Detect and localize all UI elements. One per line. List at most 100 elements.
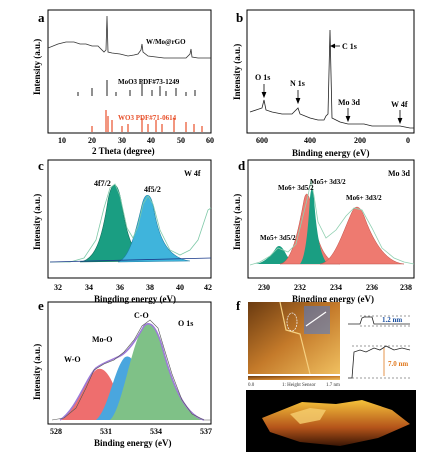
- afm-inset: [304, 306, 330, 334]
- panel-e-frame: [47, 301, 212, 425]
- label-mo5-52: Mo5+ 3d5/2: [260, 234, 296, 242]
- xtick: 534: [150, 427, 162, 436]
- xtick: 42: [204, 283, 212, 292]
- panel-a-frame: [47, 9, 212, 134]
- xtick: 0: [406, 136, 410, 145]
- panel-f-letter: f: [236, 298, 241, 313]
- mo3d-raw-trace: [249, 179, 415, 266]
- panel-e-tag: O 1s: [178, 319, 193, 328]
- xtick: 400: [304, 136, 316, 145]
- xtick: 38: [146, 283, 154, 292]
- afm-profile-1: [348, 316, 410, 325]
- afm-profile-line: [305, 311, 327, 327]
- panel-c-xticks: 32 34 36 38 40 42: [54, 283, 212, 292]
- afm-step-1: 1.2 nm: [382, 316, 402, 324]
- panel-e-xlabel: Binding energy (eV): [94, 438, 172, 448]
- o1s-labels: W-O Mo-O C-O: [64, 311, 149, 364]
- panel-b-ylabel: Intensity (a.u.): [232, 44, 242, 100]
- peak-label-4f52: 4f5/2: [144, 185, 161, 194]
- panel-a-letter: a: [38, 10, 45, 25]
- xtick: 30: [118, 136, 126, 145]
- panel-e-ylabel: Intensity (a.u.): [32, 344, 42, 400]
- xtick: 230: [258, 283, 270, 292]
- peak-label-o1s: O 1s: [255, 73, 270, 82]
- afm-scale-right: 1.7 nm: [326, 383, 340, 388]
- panel-d: d Mo 3d Intensity (a.u.) Bingding energy…: [232, 158, 415, 304]
- wo3-reference-sticks: [91, 110, 203, 132]
- panel-b: b Intensity (a.u.) Binding energy (eV) O…: [232, 9, 415, 158]
- panel-e-xticks: 528 531 534 537: [50, 427, 212, 436]
- mo3d-peak-mo6-32: [319, 206, 405, 265]
- afm-flake-edge: [279, 301, 311, 375]
- panel-d-xlabel: Bingding energy (eV): [292, 294, 374, 304]
- peak-label-4f72: 4f7/2: [94, 179, 111, 188]
- xtick: 60: [206, 136, 214, 145]
- xtick: 20: [88, 136, 96, 145]
- panel-a-ylabel: Intensity (a.u.): [32, 39, 42, 95]
- peak-label-n1s: N 1s: [290, 79, 305, 88]
- xtick: 236: [366, 283, 378, 292]
- legend-moo3: MoO3 PDF#73-1249: [118, 78, 180, 86]
- xrd-sample-trace: [48, 15, 211, 59]
- panel-b-xlabel: Binding energy (eV): [292, 148, 370, 158]
- label-c-o: C-O: [134, 311, 149, 320]
- peak-label-w4f: W 4f: [391, 100, 408, 109]
- xtick: 40: [147, 136, 155, 145]
- panel-b-frame: [246, 9, 415, 134]
- o1s-raw-trace: [51, 319, 211, 421]
- label-mo5-32: Mo5+ 3d3/2: [310, 178, 346, 186]
- panel-a: a Intensity (a.u.) 2 Theta (degree): [32, 9, 214, 156]
- moo3-reference-sticks: [77, 80, 196, 96]
- mo3d-peak-mo5-52: [256, 246, 304, 264]
- legend-wo3: WO3 PDF#71-0614: [118, 114, 177, 122]
- afm-selection-ellipse: [286, 312, 298, 332]
- panel-c-letter: c: [38, 158, 44, 173]
- panel-c-frame: [47, 159, 212, 279]
- afm-step-2: 7.0 nm: [388, 360, 408, 368]
- label-mo6-32: Mo6+ 3d3/2: [346, 194, 382, 202]
- afm-3d-highlight: [290, 408, 326, 424]
- panel-d-xticks: 230 232 234 236 238: [258, 283, 412, 292]
- label-mo-o: Mo-O: [92, 335, 112, 344]
- afm-sensor-label: 1: Height Sensor: [282, 383, 316, 388]
- panel-c: c W 4f Intensity (a.u.) Bingding energy …: [32, 158, 212, 304]
- w4f-raw-trace: [50, 183, 212, 263]
- xtick: 600: [256, 136, 268, 145]
- panel-b-xticks: 600 400 200 0: [256, 136, 410, 145]
- panel-b-letter: b: [236, 10, 243, 25]
- o1s-envelope: [59, 323, 205, 421]
- peak-label-mo3d: Mo 3d: [338, 98, 361, 107]
- xps-survey-trace: [249, 29, 414, 129]
- xtick: 531: [100, 427, 112, 436]
- xtick: 537: [200, 427, 212, 436]
- panel-c-xlabel: Bingding energy (eV): [94, 294, 176, 304]
- o1s-peak-co: [110, 323, 204, 420]
- xtick: 234: [330, 283, 342, 292]
- afm-profile-2: [348, 345, 411, 379]
- panel-e-letter: e: [38, 298, 44, 313]
- xtick: 200: [354, 136, 366, 145]
- afm-colorbar: [248, 376, 340, 380]
- panel-c-tag: W 4f: [184, 169, 201, 178]
- mo3d-peak-mo5-32: [300, 189, 328, 264]
- xtick: 10: [58, 136, 66, 145]
- peak-arrows: [261, 43, 403, 125]
- xtick: 232: [294, 283, 306, 292]
- xtick: 40: [176, 283, 184, 292]
- afm-scale-left: 0.0: [248, 383, 255, 388]
- panel-d-letter: d: [238, 158, 246, 173]
- panel-d-tag: Mo 3d: [388, 169, 411, 178]
- peak-label-c1s: C 1s: [342, 42, 357, 51]
- w4f-baseline: [49, 257, 212, 263]
- xtick: 50: [177, 136, 185, 145]
- panel-d-frame: [247, 159, 415, 279]
- w4f-peak-fill-2: [117, 194, 191, 263]
- xtick: 528: [50, 427, 62, 436]
- label-w-o: W-O: [64, 355, 81, 364]
- xtick: 238: [400, 283, 412, 292]
- panel-e: e O 1s Intensity (a.u.) Binding energy (…: [32, 298, 212, 448]
- panel-f: f 0.0 1: Height Sensor 1.7 nm 1.2 nm 7.0…: [236, 298, 416, 452]
- legend-sample: W/Mo@rGO: [146, 38, 186, 46]
- xtick: 32: [54, 283, 62, 292]
